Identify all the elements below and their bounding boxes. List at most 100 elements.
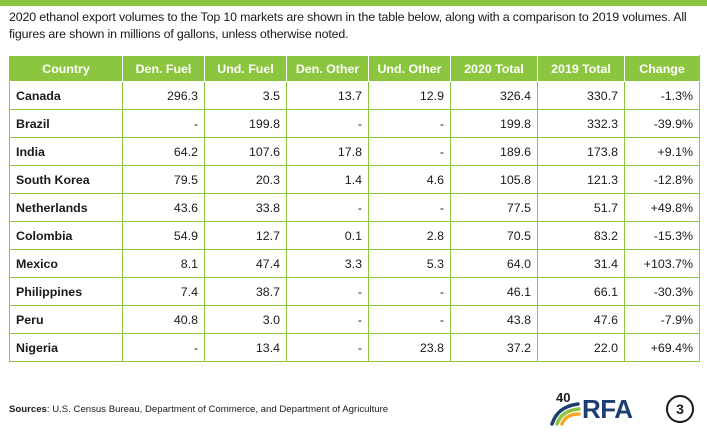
table-cell: - xyxy=(122,333,205,362)
table-row: Philippines 7.4 38.7 - - 46.1 66.1 -30.3… xyxy=(9,277,700,306)
table-cell: 107.6 xyxy=(204,137,287,166)
column-header: Den. Fuel xyxy=(122,55,205,82)
column-header: 2019 Total xyxy=(537,55,625,82)
country-cell: India xyxy=(9,137,123,166)
column-header: Den. Other xyxy=(286,55,369,82)
table-cell: 3.5 xyxy=(204,81,287,110)
table-cell: 54.9 xyxy=(122,221,205,250)
table-cell: 199.8 xyxy=(204,109,287,138)
table-cell: 66.1 xyxy=(537,277,625,306)
column-header: Und. Other xyxy=(368,55,451,82)
page-number-badge: 3 xyxy=(666,395,694,423)
column-header: Und. Fuel xyxy=(204,55,287,82)
table-cell: +69.4% xyxy=(624,333,700,362)
table-cell: 40.8 xyxy=(122,305,205,334)
intro-text: 2020 ethanol export volumes to the Top 1… xyxy=(9,10,687,41)
table-cell: - xyxy=(286,193,369,222)
table-row: Nigeria - 13.4 - 23.8 37.2 22.0 +69.4% xyxy=(9,333,700,362)
table-cell: 1.4 xyxy=(286,165,369,194)
logo-text: RFA xyxy=(582,394,633,424)
table-row: Canada 296.3 3.5 13.7 12.9 326.4 330.7 -… xyxy=(9,81,700,110)
sources-note: Sources: U.S. Census Bureau, Department … xyxy=(9,404,388,415)
table-cell: 37.2 xyxy=(450,333,538,362)
table-cell: 121.3 xyxy=(537,165,625,194)
table-cell: - xyxy=(286,277,369,306)
export-table: Country Den. Fuel Und. Fuel Den. Other U… xyxy=(9,55,700,362)
table-cell: 64.2 xyxy=(122,137,205,166)
table-cell: -7.9% xyxy=(624,305,700,334)
country-cell: Peru xyxy=(9,305,123,334)
table-cell: 189.6 xyxy=(450,137,538,166)
table-cell: 199.8 xyxy=(450,109,538,138)
table-cell: 105.8 xyxy=(450,165,538,194)
country-cell: Philippines xyxy=(9,277,123,306)
table-cell: 3.3 xyxy=(286,249,369,278)
table-cell: 326.4 xyxy=(450,81,538,110)
table-cell: -12.8% xyxy=(624,165,700,194)
table-cell: 46.1 xyxy=(450,277,538,306)
column-header: Change xyxy=(624,55,700,82)
logo-anniversary-badge: 40 xyxy=(556,390,571,405)
country-cell: Nigeria xyxy=(9,333,123,362)
table-cell: - xyxy=(368,193,451,222)
top-accent-bar xyxy=(0,0,707,6)
table-row: Peru 40.8 3.0 - - 43.8 47.6 -7.9% xyxy=(9,305,700,334)
table-row: Netherlands 43.6 33.8 - - 77.5 51.7 +49.… xyxy=(9,193,700,222)
table-cell: 2.8 xyxy=(368,221,451,250)
country-cell: Colombia xyxy=(9,221,123,250)
table-cell: 296.3 xyxy=(122,81,205,110)
country-cell: Netherlands xyxy=(9,193,123,222)
table-row: Mexico 8.1 47.4 3.3 5.3 64.0 31.4 +103.7… xyxy=(9,249,700,278)
table-cell: - xyxy=(122,109,205,138)
country-cell: Mexico xyxy=(9,249,123,278)
table-cell: - xyxy=(368,277,451,306)
table-cell: - xyxy=(286,333,369,362)
table-cell: 70.5 xyxy=(450,221,538,250)
table-cell: 12.9 xyxy=(368,81,451,110)
table-cell: 23.8 xyxy=(368,333,451,362)
table-cell: +49.8% xyxy=(624,193,700,222)
table-cell: 38.7 xyxy=(204,277,287,306)
table-cell: -39.9% xyxy=(624,109,700,138)
column-header: 2020 Total xyxy=(450,55,538,82)
table-cell: 47.6 xyxy=(537,305,625,334)
table-cell: - xyxy=(368,109,451,138)
table-cell: 31.4 xyxy=(537,249,625,278)
table-row: Colombia 54.9 12.7 0.1 2.8 70.5 83.2 -15… xyxy=(9,221,700,250)
sources-text: : U.S. Census Bureau, Department of Comm… xyxy=(46,404,389,415)
table-cell: 83.2 xyxy=(537,221,625,250)
table-cell: 79.5 xyxy=(122,165,205,194)
table-cell: -15.3% xyxy=(624,221,700,250)
country-cell: Brazil xyxy=(9,109,123,138)
table-header-row: Country Den. Fuel Und. Fuel Den. Other U… xyxy=(9,55,700,82)
table-cell: 13.7 xyxy=(286,81,369,110)
table-row: South Korea 79.5 20.3 1.4 4.6 105.8 121.… xyxy=(9,165,700,194)
country-cell: South Korea xyxy=(9,165,123,194)
table-cell: 33.8 xyxy=(204,193,287,222)
rfa-logo: 40 RFA xyxy=(548,390,658,426)
table-cell: 12.7 xyxy=(204,221,287,250)
table-cell: 330.7 xyxy=(537,81,625,110)
table-cell: 7.4 xyxy=(122,277,205,306)
table-cell: -30.3% xyxy=(624,277,700,306)
table-cell: - xyxy=(286,109,369,138)
table-cell: 64.0 xyxy=(450,249,538,278)
table-cell: +9.1% xyxy=(624,137,700,166)
logo-swoosh-icon xyxy=(550,402,581,426)
table-cell: - xyxy=(368,137,451,166)
country-cell: Canada xyxy=(9,81,123,110)
table-cell: 5.3 xyxy=(368,249,451,278)
table-row: Brazil - 199.8 - - 199.8 332.3 -39.9% xyxy=(9,109,700,138)
table-cell: 77.5 xyxy=(450,193,538,222)
table-cell: 3.0 xyxy=(204,305,287,334)
table-cell: 17.8 xyxy=(286,137,369,166)
table-cell: - xyxy=(286,305,369,334)
table-row: India 64.2 107.6 17.8 - 189.6 173.8 +9.1… xyxy=(9,137,700,166)
table-cell: 43.6 xyxy=(122,193,205,222)
table-cell: 332.3 xyxy=(537,109,625,138)
table-cell: 22.0 xyxy=(537,333,625,362)
column-header: Country xyxy=(9,55,123,82)
table-cell: 43.8 xyxy=(450,305,538,334)
table-cell: 20.3 xyxy=(204,165,287,194)
table-cell: 0.1 xyxy=(286,221,369,250)
